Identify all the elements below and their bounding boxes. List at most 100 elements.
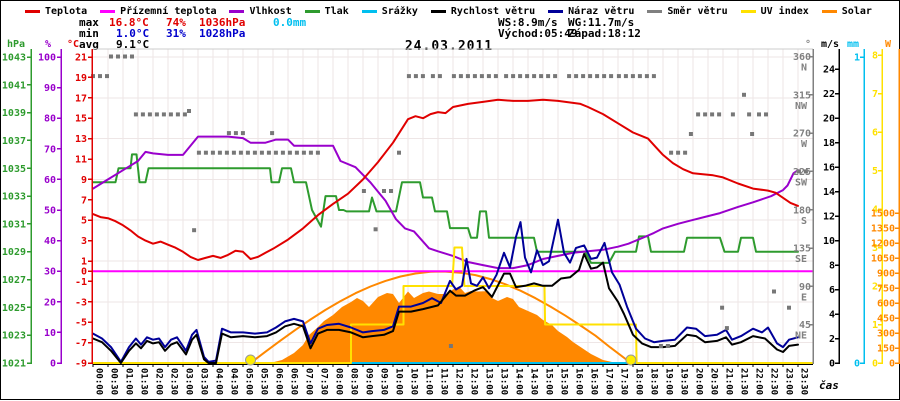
wind-direction-dot [147, 112, 152, 117]
axis-tick-label: 06:00 [274, 368, 284, 395]
wind-direction-dot [203, 150, 208, 155]
wind-direction-dot [98, 74, 102, 79]
wind-direction-dot [301, 150, 306, 155]
axis-tick-label: 1035 [2, 164, 26, 175]
wind-direction-dot [465, 74, 470, 79]
axis-tick-label: 2 [872, 282, 878, 293]
wind-direction-dot [123, 54, 127, 59]
wind-direction-dot [420, 74, 425, 79]
axis-tick-label: 04:00 [214, 368, 224, 395]
axis-tick-label: °C [67, 39, 79, 50]
axis-tick-label: 6 [872, 128, 878, 139]
legend-color-dash [430, 9, 446, 13]
axis-tick-label: 5 [81, 216, 87, 227]
axis-tick-label: 45 [799, 320, 811, 331]
axis-tick-label: 12:00 [454, 368, 464, 395]
wind-direction-dot [389, 189, 393, 193]
wind-direction-dot [750, 132, 755, 136]
axis-tick-label: 15:30 [559, 368, 569, 395]
wind-gust-line [92, 218, 799, 363]
axis-tick-label: 70 [44, 144, 56, 155]
stat-min-temp: 1.0°C [116, 27, 150, 40]
wind-direction-dot [651, 74, 656, 79]
stat-wind-gust: WG:11.7m/s [568, 16, 635, 29]
axis-tick-label: 14:30 [529, 368, 539, 395]
wind-direction-dot [217, 150, 222, 155]
axis-tick-label: W [801, 139, 808, 150]
wind-direction-dot [451, 74, 456, 79]
legend: Teplota Přízemní teplota Vlhkost Tlak Srážky… [25, 4, 872, 18]
stat-max-rain: 0.0mm [273, 16, 307, 29]
axis-tick-label: 05:00 [244, 368, 254, 395]
wind-direction-dot [803, 169, 808, 174]
legend-label: Přízemní teplota [120, 5, 217, 17]
wind-direction-dot [757, 112, 761, 117]
axis-tick-label: 1 [854, 53, 860, 64]
axis-tick-label: SW [795, 177, 808, 188]
axis-tick-label: 150 [877, 344, 895, 355]
axis-tick-label: 10:00 [394, 368, 404, 395]
wind-direction-dot [154, 112, 159, 117]
axis-tick-label: 14 [823, 187, 835, 198]
axis-tick-label: 22:00 [754, 368, 764, 395]
x-axis-caption: čas [819, 379, 839, 392]
axis-tick-label: 00:30 [109, 368, 119, 395]
wind-direction-dot [270, 131, 275, 136]
axis-tick-label: 7 [872, 89, 878, 100]
wind-direction-dot [226, 131, 231, 136]
axis-tick-label: 16 [823, 163, 835, 174]
wind-direction-dot [504, 74, 509, 79]
axis-tick-label: 1021 [2, 359, 26, 370]
wind-direction-dot [658, 344, 663, 348]
axis-tick-label: 90 [799, 282, 811, 293]
wind-direction-dot [231, 150, 236, 155]
axis-tick-label: 11:30 [439, 368, 449, 395]
axis-tick-label: -1 [75, 277, 87, 288]
axis-tick-label: 12:30 [469, 368, 479, 395]
wind-direction-dot [182, 112, 187, 117]
axis-tick-label: 23:00 [784, 368, 794, 395]
wind-direction-dot [413, 74, 418, 79]
wind-direction-dot [130, 54, 134, 59]
legend-color-dash [25, 9, 40, 13]
wind-direction-dot [676, 150, 681, 155]
wind-direction-dot [546, 74, 551, 79]
wind-direction-dot [710, 112, 715, 117]
axis-tick-label: 750 [877, 284, 895, 295]
axis-tick-label: 300 [877, 329, 895, 340]
wind-direction-dot [308, 150, 313, 155]
axis-tick-label: 1023 [2, 331, 26, 342]
axis-tick-label: 8 [872, 51, 878, 62]
axis-tick-label: 100 [38, 53, 56, 64]
legend-item-9: Solar [821, 6, 872, 17]
axis-tick-label: mm [847, 39, 859, 50]
axis-tick-label: 0 [872, 359, 878, 370]
legend-label: Náraz větru [568, 5, 635, 17]
axis-tick-label: 24 [823, 65, 835, 76]
pressure-line [92, 153, 799, 264]
legend-item-0: Teplota [25, 6, 87, 17]
wind-direction-dot [224, 150, 229, 155]
legend-color-dash [821, 9, 837, 13]
legend-label: Směr větru [667, 5, 728, 17]
axis-tick-label: 15:00 [544, 368, 554, 395]
axis-tick-label: 80 [44, 114, 56, 125]
axis-tick-label: m/s [821, 39, 839, 50]
wind-direction-dot [210, 150, 215, 155]
axis-tick-label: 14:00 [514, 368, 524, 395]
axis-tick-label: 270 [793, 129, 811, 140]
legend-label: Tlak [324, 5, 349, 17]
axis-tick-label: 20:00 [694, 368, 704, 395]
wind-direction-dot [259, 150, 264, 155]
wind-direction-dot [567, 74, 572, 79]
axis-tick-label: 18:30 [649, 368, 659, 395]
axis-tick-label: 13 [75, 134, 87, 145]
stat-wind-speed: WS:8.9m/s [498, 16, 558, 29]
axis-tick-label: 03:30 [199, 368, 209, 395]
wind-direction-dot [717, 112, 722, 117]
wind-direction-dot [105, 74, 109, 79]
axis-tick-label: 360 [793, 52, 811, 63]
wind-direction-dot [696, 112, 701, 117]
wind-direction-dot [730, 112, 735, 117]
